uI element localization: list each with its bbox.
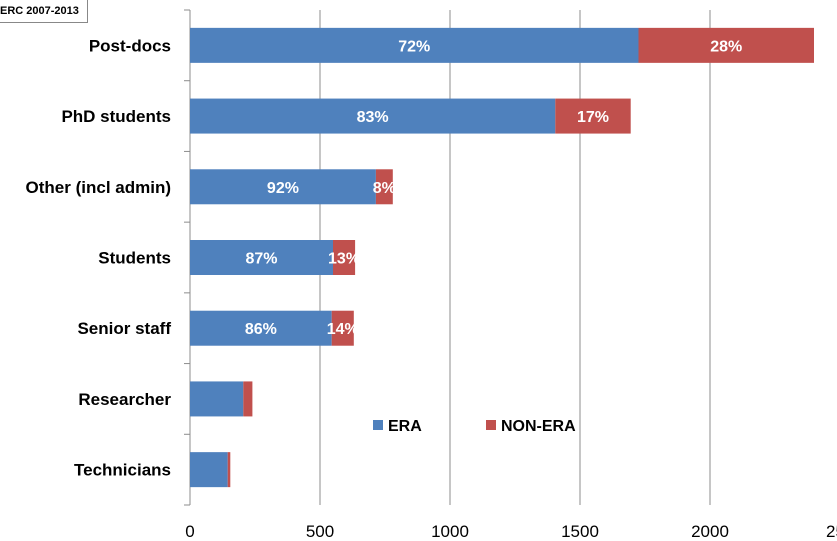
bar-segment-era <box>190 240 333 275</box>
bar-segment-non-era <box>555 98 631 134</box>
axes <box>184 9 191 506</box>
bar-segment-non-era <box>243 381 253 417</box>
bar-value-label: 13% <box>328 251 360 268</box>
bar-segment-era <box>190 381 244 417</box>
category-label: Students <box>98 249 171 268</box>
x-tick-label: 2000 <box>691 522 729 541</box>
bar-segment-non-era <box>375 169 393 205</box>
bar-segment-era <box>190 169 376 205</box>
bar-segment-non-era <box>638 27 814 63</box>
x-tick-label: 500 <box>306 522 334 541</box>
category-label: Researcher <box>78 390 171 409</box>
bar-segment-era <box>190 452 228 488</box>
bar-segment-era <box>190 27 639 63</box>
bar-value-label: 83% <box>357 109 389 126</box>
bar-value-label: 17% <box>577 109 609 126</box>
x-tick-label: 0 <box>185 522 194 541</box>
legend-swatch-era <box>373 420 383 430</box>
legend: ERA NON-ERA <box>373 418 576 435</box>
bar-value-label: 92% <box>267 180 299 197</box>
bar-segment-non-era <box>227 452 231 488</box>
x-tick-label: 1500 <box>561 522 599 541</box>
category-label: Senior staff <box>77 319 171 338</box>
category-labels: Post-docs PhD students Other (incl admin) S… <box>26 36 172 479</box>
source-label: ERC 2007-2013 <box>0 0 88 23</box>
x-tick-labels: 0 500 1000 1500 2000 25 <box>185 522 837 541</box>
category-label: Post-docs <box>89 36 171 55</box>
bar-value-label: 8% <box>373 180 396 197</box>
x-tick-label: 1000 <box>431 522 469 541</box>
bar-value-label: 72% <box>398 38 430 55</box>
category-label: PhD students <box>61 107 171 126</box>
bar-value-label: 28% <box>710 38 742 55</box>
bar-segment-era <box>190 98 556 134</box>
bar-segment-non-era <box>331 310 354 346</box>
bar-value-label: 14% <box>327 321 359 338</box>
category-label: Technicians <box>74 461 171 480</box>
bar-segment-non-era <box>333 240 356 275</box>
bar-value-label: 87% <box>245 251 277 268</box>
bar-value-label: 86% <box>245 321 277 338</box>
bar-segment-era <box>190 310 332 346</box>
x-tick-label: 25 <box>826 522 837 541</box>
legend-label: NON-ERA <box>501 418 576 435</box>
category-label: Other (incl admin) <box>26 178 171 197</box>
legend-swatch-non-era <box>486 420 496 430</box>
bars: 72% 28% 83% 17% 92% 8% 87% 13% 86% 14% <box>190 27 814 488</box>
legend-label: ERA <box>388 418 422 435</box>
